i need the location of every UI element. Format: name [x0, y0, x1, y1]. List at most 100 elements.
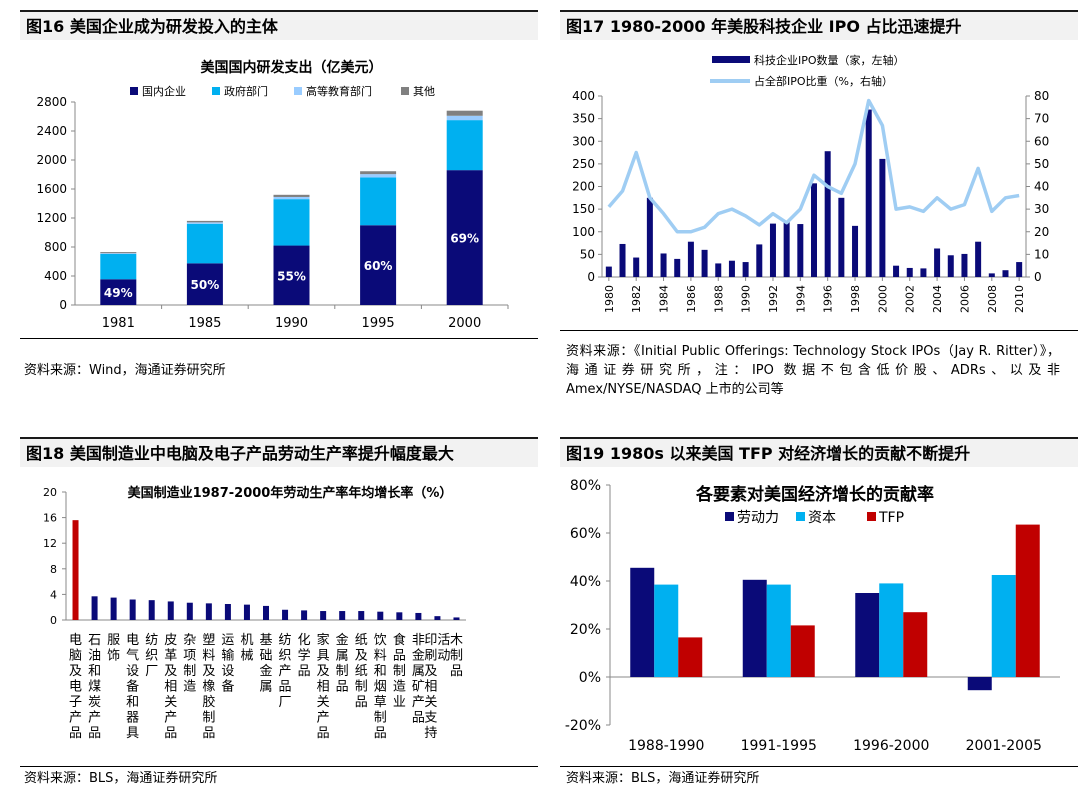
bar-segment: [186, 220, 223, 223]
bar-segment: [273, 245, 310, 305]
legend-label: 高等教育部门: [306, 84, 372, 98]
productivity-chart: 美国制造业1987-2000年劳动生产率年均增长率（%） 0 4 8 12 16 20 电脑及…: [43, 485, 466, 741]
contribution-bar: [1015, 524, 1040, 677]
y-tick-label: 0%: [579, 670, 601, 686]
x-tick-label: 2002: [904, 285, 917, 313]
ipo-bar: [975, 241, 982, 277]
x-tick-label: 1996: [822, 285, 835, 313]
figure-18-source: 资料来源：BLS，海通证券研究所: [24, 771, 218, 786]
x-tick-label: 2010: [1013, 285, 1026, 313]
y-tick-label: 40%: [570, 574, 601, 590]
legend-swatch: [867, 512, 876, 521]
productivity-bar: [129, 599, 136, 620]
contribution-bar: [678, 637, 703, 677]
ipo-bar: [824, 151, 831, 277]
bar-segment: [186, 222, 223, 224]
legend-label: 其他: [413, 85, 435, 98]
y-tick-label: 80%: [570, 478, 601, 494]
productivity-bar: [72, 520, 79, 620]
productivity-bar: [320, 611, 327, 620]
ipo-bar: [619, 243, 626, 277]
y-tick-label: 0: [1034, 270, 1042, 284]
y-tick-label: 20: [1034, 225, 1049, 239]
x-category-label: 运输设备: [221, 633, 234, 695]
bar-segment: [446, 110, 483, 116]
y-tick-label: 350: [572, 112, 595, 126]
y-tick-label: 80: [1034, 89, 1049, 103]
x-tick-label: 1994: [794, 285, 807, 313]
legend-swatch: [294, 87, 302, 95]
ipo-share-line: [607, 98, 1020, 234]
x-tick-label: 1981: [102, 316, 135, 331]
y-tick-label: 400: [44, 269, 67, 283]
x-category-label: 食品制造业: [393, 632, 406, 710]
y-tick-label: -20%: [565, 718, 601, 734]
x-tick-label: 2000: [876, 285, 889, 313]
y-tick-label: 60%: [570, 526, 601, 542]
x-category-label: 化学品: [298, 633, 311, 679]
x-tick-label: 1990: [275, 316, 308, 331]
data-label: 60%: [364, 259, 393, 273]
x-tick-label: 2006: [958, 285, 971, 313]
productivity-bar: [282, 609, 289, 620]
figure-17-title: 图17 1980-2000 年美股科技企业 IPO 占比迅速提升: [560, 10, 1078, 40]
y-tick-label: 800: [44, 240, 67, 254]
legend-label: 国内企业: [142, 84, 186, 98]
bar-segment: [273, 199, 310, 246]
bar-segment: [360, 174, 397, 178]
productivity-bar: [186, 602, 193, 620]
y-tick-label: 30: [1034, 202, 1049, 216]
x-tick-label: 2008: [986, 285, 999, 313]
x-tick-label: 1984: [658, 285, 671, 313]
x-tick-label: 1988-1990: [628, 738, 704, 754]
x-category-label: 纺织厂: [145, 633, 158, 679]
productivity-bar: [110, 597, 117, 620]
y-tick-label: 100: [572, 225, 595, 239]
x-category-label: 杂项制造: [183, 633, 196, 695]
bar-segment: [273, 196, 310, 200]
ipo-bar: [728, 260, 735, 277]
productivity-bar: [434, 616, 441, 620]
legend-swatch: [712, 56, 750, 63]
legend-swatch: [212, 87, 220, 95]
productivity-bar: [377, 611, 384, 620]
contribution-bar: [654, 584, 679, 677]
ipo-bar: [769, 223, 776, 277]
x-tick-label: 2000: [448, 316, 481, 331]
x-tick-label: 1990: [740, 285, 753, 313]
bar-segment: [360, 225, 397, 305]
legend-label: 资本: [808, 510, 836, 526]
productivity-bar: [301, 610, 308, 620]
legend-swatch: [401, 87, 409, 95]
x-tick-label: 1998: [849, 285, 862, 313]
x-tick-label: 1992: [767, 285, 780, 313]
x-category-label: 家具及相关产品: [317, 632, 330, 741]
data-label: 50%: [191, 278, 220, 292]
productivity-bar: [91, 596, 98, 620]
y-tick-label: 8: [50, 563, 57, 576]
contribution-bar: [855, 593, 880, 677]
ipo-bar: [947, 255, 954, 277]
tech-ipo-chart: 科技企业IPO数量（家，左轴）占全部IPO比重（%，右轴）05010015020…: [572, 53, 1049, 313]
productivity-bar: [339, 611, 346, 620]
x-tick-label: 1982: [630, 285, 643, 313]
x-category-label: 电气设备和器具: [126, 633, 139, 741]
bar-segment: [446, 170, 483, 305]
x-tick-label: 2004: [931, 285, 944, 313]
figure-19-divider: [560, 766, 1078, 767]
productivity-bar: [263, 605, 269, 620]
figure-17-source: 资料来源：《Initial Public Offerings: Technolo…: [566, 344, 1060, 397]
y-tick-label: 10: [1034, 247, 1049, 261]
x-category-label: 服饰: [107, 633, 120, 664]
figure-19-source: 资料来源：BLS，海通证券研究所: [566, 771, 760, 786]
x-tick-label: 1991-1995: [741, 738, 817, 754]
productivity-bar: [453, 617, 460, 620]
x-category-label: 石油和煤炭产品: [88, 633, 101, 741]
figure-19-title: 图19 1980s 以来美国 TFP 对经济增长的贡献不断提升: [560, 437, 1078, 467]
bar-segment: [273, 194, 310, 197]
y-tick-label: 0: [50, 614, 57, 627]
ipo-bar: [879, 158, 886, 277]
legend-label: 劳动力: [737, 510, 779, 526]
y-tick-label: 20%: [570, 622, 601, 638]
productivity-bar: [224, 604, 231, 620]
